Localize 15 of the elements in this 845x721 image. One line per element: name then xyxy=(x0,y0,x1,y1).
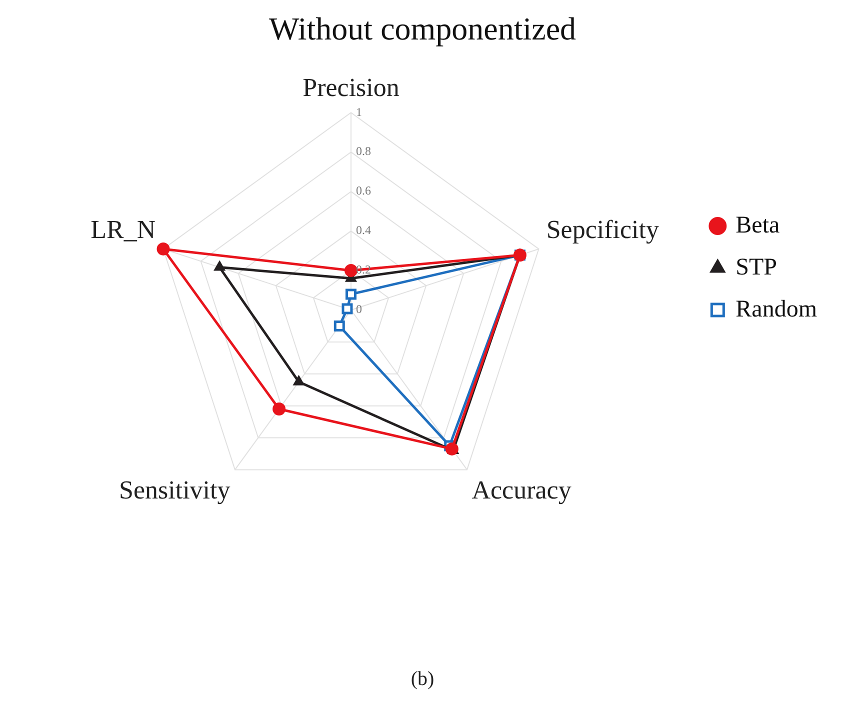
spoke-label: Precision xyxy=(302,72,400,102)
legend-label: Random xyxy=(736,296,818,322)
text: (b) xyxy=(410,668,436,691)
y-tick-label: 0 xyxy=(356,302,362,316)
y-tick-label: 0.6 xyxy=(356,184,371,198)
legend-label: Beta xyxy=(736,212,780,238)
y-tick-label: 0.4 xyxy=(356,223,371,238)
legend-label: STP xyxy=(736,254,778,280)
chart-title: Without componentized xyxy=(268,10,576,47)
y-tick-label: 0.8 xyxy=(356,144,371,158)
spoke-label: Accuracy xyxy=(472,476,572,505)
spoke-label: Sensitivity xyxy=(119,476,230,505)
spoke-label: LR_N xyxy=(90,214,156,244)
y-tick-label: 1 xyxy=(356,104,362,119)
spoke-label: Sepcificity xyxy=(546,214,659,244)
